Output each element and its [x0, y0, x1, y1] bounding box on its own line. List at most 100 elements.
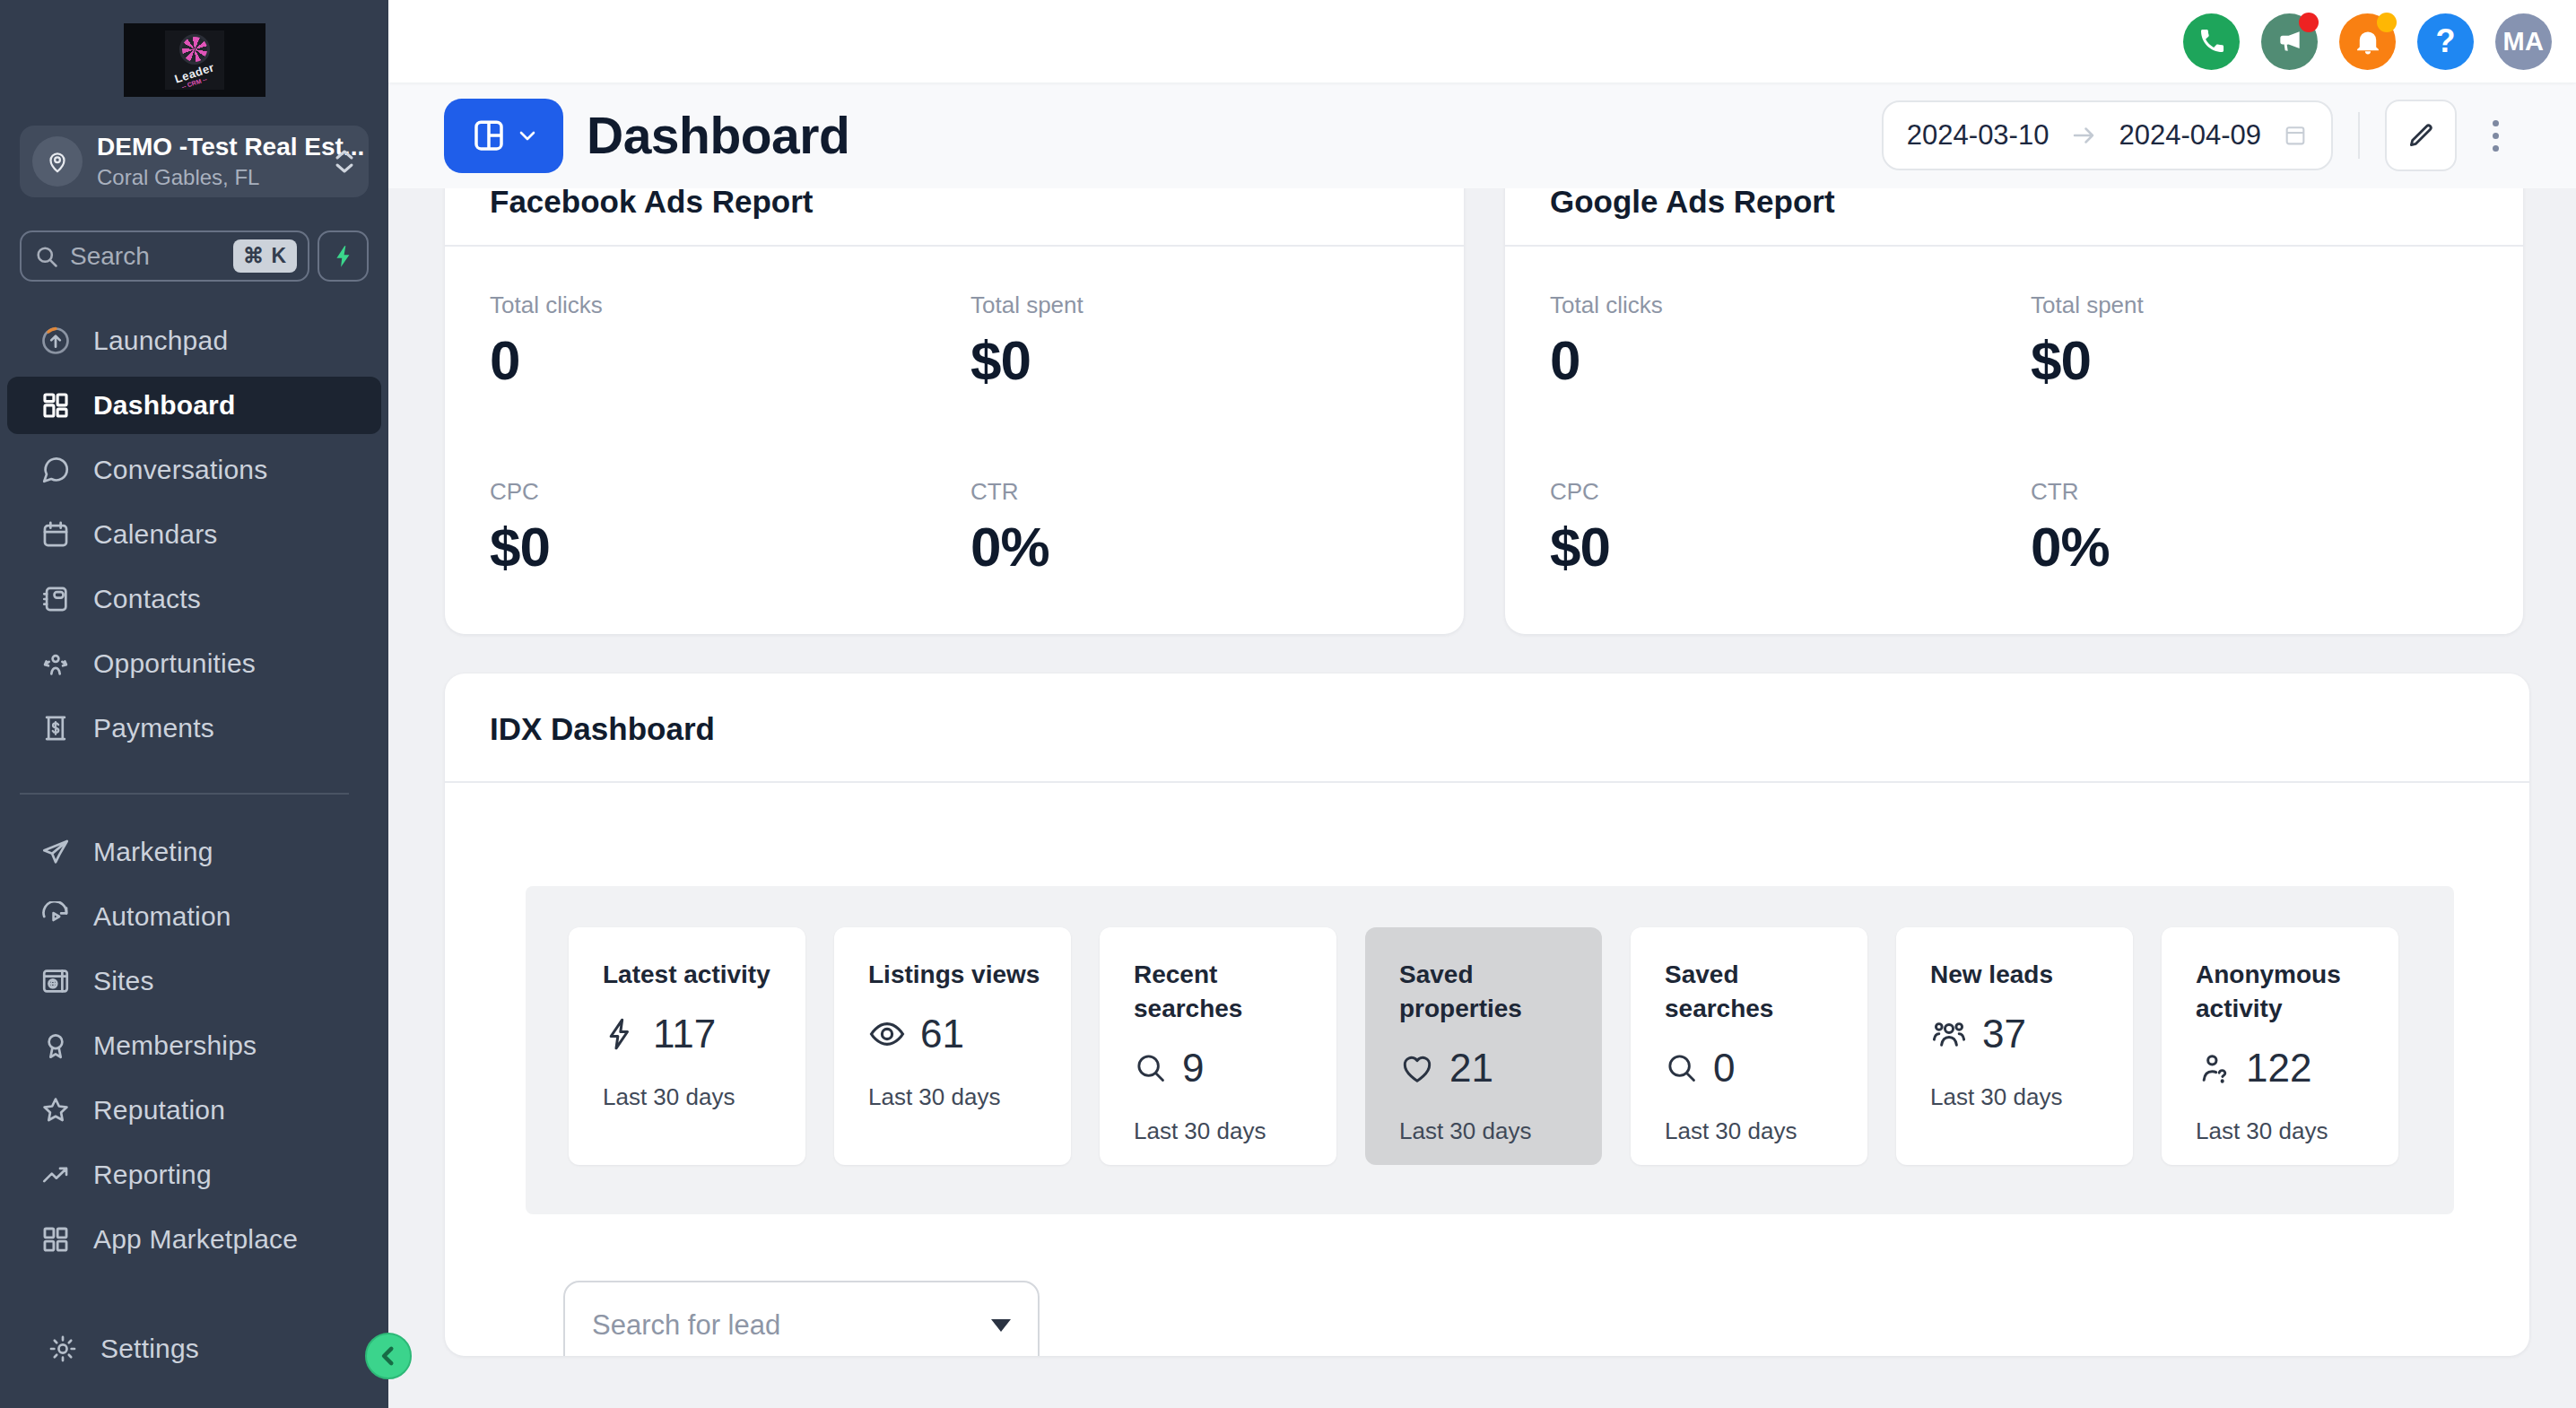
tile-value: 0 [1713, 1046, 1735, 1091]
sidebar-item-label: Reputation [93, 1095, 225, 1126]
chat-bubble-icon [39, 455, 72, 485]
sidebar-item-marketing[interactable]: Marketing [7, 823, 381, 881]
page-title: Dashboard [587, 106, 849, 165]
tile-value: 122 [2246, 1046, 2311, 1091]
sidebar-item-payments[interactable]: Payments [7, 700, 381, 757]
sidebar-item-reputation[interactable]: Reputation [7, 1082, 381, 1139]
search-icon [1665, 1051, 1699, 1085]
tile-listings-views[interactable]: Listings views 61 Last 30 days [834, 927, 1071, 1165]
tile-new-leads[interactable]: New leads 37 Last 30 days [1896, 927, 2133, 1165]
sidebar-item-label: Sites [93, 966, 154, 996]
dashboard-switcher-button[interactable] [444, 99, 563, 173]
brand-logo-image: Leader -- CRM -- [165, 30, 224, 90]
sidebar-item-label: Reporting [93, 1160, 212, 1190]
opportunities-icon [39, 648, 72, 679]
star-icon [39, 1095, 72, 1126]
date-range-picker[interactable]: 2024-03-10 2024-04-09 [1882, 100, 2333, 170]
search-input[interactable]: Search ⌘ K [20, 230, 309, 282]
tile-title: Anonymous activity [2196, 958, 2371, 1026]
quick-actions-button[interactable] [318, 230, 369, 282]
phone-button[interactable] [2183, 13, 2240, 70]
stat-value: $0 [1550, 515, 2031, 578]
tile-value: 117 [653, 1012, 716, 1056]
tile-stat: 122 [2196, 1046, 2371, 1091]
account-name: DEMO -Test Real Est... [97, 133, 335, 161]
stat-label: CTR [2031, 478, 2478, 506]
sidebar-item-label: Contacts [93, 584, 201, 614]
sidebar-item-reporting[interactable]: Reporting [7, 1146, 381, 1204]
page-header: Dashboard 2024-03-10 2024-04-09 [388, 83, 2576, 188]
sidebar-item-label: Opportunities [93, 648, 256, 679]
sidebar-collapse-button[interactable] [365, 1333, 412, 1379]
stat: Total spent $0 [2031, 291, 2478, 392]
sidebar-item-label: Payments [93, 713, 214, 743]
eye-icon [868, 1015, 906, 1053]
heart-icon [1399, 1050, 1435, 1086]
sidebar-item-memberships[interactable]: Memberships [7, 1017, 381, 1074]
sidebar-item-sites[interactable]: Sites [7, 952, 381, 1010]
sidebar-item-calendars[interactable]: Calendars [7, 506, 381, 563]
sidebar-item-opportunities[interactable]: Opportunities [7, 635, 381, 692]
layout-icon [470, 117, 508, 154]
notifications-button[interactable] [2339, 13, 2396, 70]
edit-dashboard-button[interactable] [2385, 100, 2457, 171]
sidebar-item-launchpad[interactable]: Launchpad [7, 312, 381, 369]
sidebar-item-automation[interactable]: Automation [7, 888, 381, 945]
card-header: IDX Dashboard [445, 674, 2529, 783]
grid-icon [39, 1224, 72, 1255]
stat-value: $0 [2031, 328, 2478, 392]
sidebar-divider [20, 793, 349, 795]
user-avatar[interactable]: MA [2495, 13, 2552, 70]
sidebar-item-settings[interactable]: Settings [14, 1320, 388, 1378]
tile-saved-searches[interactable]: Saved searches 0 Last 30 days [1631, 927, 1867, 1165]
help-button[interactable]: ? [2417, 13, 2474, 70]
card-body: Total clicks 0 Total spent $0 CPC $0 CTR… [445, 247, 1464, 578]
stat-label: Total clicks [1550, 291, 2031, 319]
users-icon [1930, 1015, 1968, 1053]
sidebar-item-label: Dashboard [93, 390, 236, 421]
tile-period: Last 30 days [1930, 1083, 2106, 1111]
tile-latest-activity[interactable]: Latest activity 117 Last 30 days [569, 927, 805, 1165]
dashboard-content: Facebook Ads Report Total clicks 0 Total… [388, 188, 2576, 1408]
account-location: Coral Gables, FL [97, 165, 335, 190]
more-options-button[interactable] [2484, 111, 2508, 161]
stat: Total spent $0 [970, 291, 1419, 392]
lead-select-placeholder: Search for lead [592, 1309, 780, 1342]
tile-title: Latest activity [603, 958, 779, 992]
google-ads-card: Google Ads Report Total clicks 0 Total s… [1505, 188, 2523, 634]
tile-value: 21 [1449, 1046, 1493, 1091]
facebook-ads-card: Facebook Ads Report Total clicks 0 Total… [445, 188, 1464, 634]
chevron-left-icon [377, 1344, 400, 1368]
paper-plane-icon [39, 837, 72, 867]
header-controls: 2024-03-10 2024-04-09 [1882, 100, 2508, 171]
caret-down-icon [991, 1319, 1011, 1332]
sidebar-item-label: Memberships [93, 1030, 257, 1061]
main-area: ? MA Dashboard 2024-03-10 2024-04-09 [388, 0, 2576, 1408]
search-for-lead-select[interactable]: Search for lead [563, 1281, 1040, 1356]
account-switcher[interactable]: DEMO -Test Real Est... Coral Gables, FL [20, 126, 369, 197]
sidebar-nav-secondary: Marketing Automation Sites [0, 823, 388, 1275]
ads-cards-row: Facebook Ads Report Total clicks 0 Total… [445, 188, 2529, 634]
announcements-button[interactable] [2261, 13, 2318, 70]
tile-title: Recent searches [1134, 958, 1310, 1026]
tile-anonymous-activity[interactable]: Anonymous activity 122 Last 30 days [2162, 927, 2398, 1165]
tile-saved-properties[interactable]: Saved properties 21 Last 30 days [1365, 927, 1602, 1165]
browser-globe-icon [39, 966, 72, 996]
sidebar-item-dashboard[interactable]: Dashboard [7, 377, 381, 434]
phone-icon [2197, 27, 2226, 56]
sidebar-item-label: App Marketplace [93, 1224, 298, 1255]
tile-stat: 37 [1930, 1012, 2106, 1056]
tile-stat: 117 [603, 1012, 779, 1056]
pencil-icon [2406, 120, 2436, 151]
card-header: Google Ads Report [1505, 188, 2523, 247]
stat-value: $0 [490, 515, 970, 578]
sidebar-item-label: Calendars [93, 519, 218, 550]
sidebar-item-conversations[interactable]: Conversations [7, 441, 381, 499]
tile-recent-searches[interactable]: Recent searches 9 Last 30 days [1100, 927, 1336, 1165]
sidebar-item-label: Marketing [93, 837, 213, 867]
header-divider [2358, 112, 2360, 159]
sidebar-item-contacts[interactable]: Contacts [7, 570, 381, 628]
dashboard-icon [39, 390, 72, 421]
sidebar-item-app-marketplace[interactable]: App Marketplace [7, 1211, 381, 1268]
trending-up-icon [39, 1160, 72, 1190]
